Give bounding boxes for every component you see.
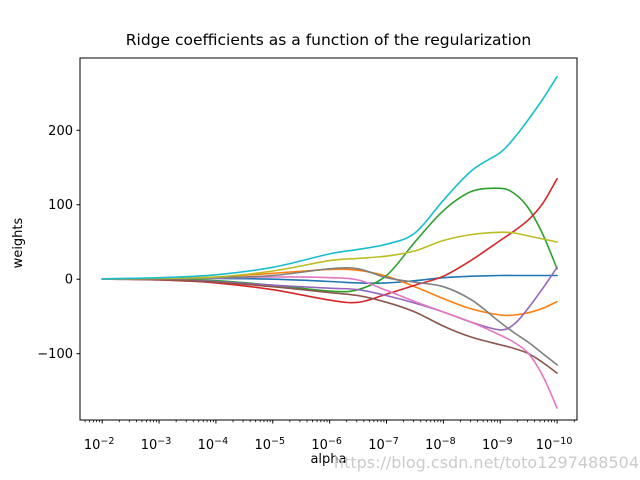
x-tick-label: 10−9 bbox=[482, 436, 513, 453]
x-tick-label: 10−3 bbox=[141, 436, 172, 453]
chart-title: Ridge coefficients as a function of the … bbox=[125, 31, 532, 49]
y-tick-label: 200 bbox=[48, 124, 73, 139]
x-tick-label: 10−4 bbox=[198, 436, 229, 453]
series-line-cyan bbox=[101, 75, 558, 280]
plot-border bbox=[79, 57, 578, 421]
y-tick-label: 100 bbox=[48, 198, 73, 213]
series-line-red bbox=[101, 177, 558, 304]
x-tick-label: 10−5 bbox=[254, 436, 285, 453]
series-line-gray bbox=[101, 267, 558, 366]
series-line-blue bbox=[101, 274, 558, 284]
x-axis-label: alpha bbox=[310, 452, 347, 467]
x-tick-label: 10−2 bbox=[84, 436, 115, 453]
y-axis-label: weights bbox=[11, 217, 26, 269]
watermark-url: https://blog.csdn.net/toto1297488504 bbox=[333, 453, 639, 472]
series-line-brown bbox=[101, 278, 558, 374]
series-line-olive bbox=[101, 231, 558, 280]
x-tick-label: 10−10 bbox=[536, 436, 573, 453]
y-tick-label: 0 bbox=[65, 273, 73, 288]
y-tick-label: −100 bbox=[37, 347, 73, 362]
series-line-purple bbox=[101, 266, 558, 331]
x-tick-label: 10−7 bbox=[368, 436, 399, 453]
x-tick-label: 10−8 bbox=[425, 436, 456, 453]
x-tick-label: 10−6 bbox=[311, 436, 342, 453]
